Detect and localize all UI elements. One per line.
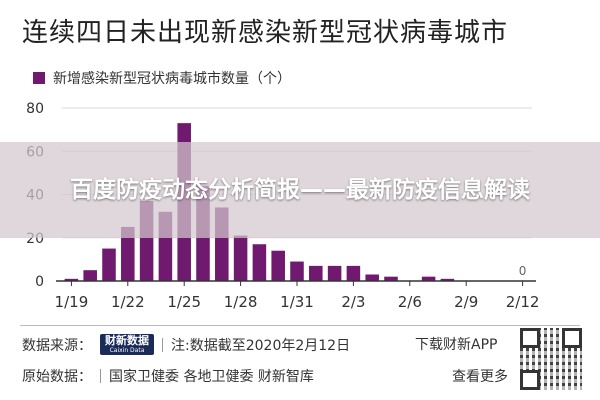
y-tick-label: 80 [26, 101, 44, 117]
separator [100, 369, 101, 383]
legend-label: 新增感染新型冠状病毒城市数量（个） [53, 71, 291, 87]
separator [162, 337, 163, 352]
data-note: 注:数据截至2020年2月12日 [171, 337, 351, 354]
caixin-logo: 财新数据 Caixin Data [100, 334, 154, 355]
bar-2/8 [440, 278, 455, 281]
bar-2/2 [327, 265, 342, 281]
bar-2/7 [421, 276, 436, 281]
download-app-link[interactable]: 下载财新APP [415, 337, 498, 353]
x-tick-label: 2/6 [398, 293, 422, 311]
banner-text: 百度防疫动态分析简报——最新防疫信息解读 [70, 177, 530, 203]
bar-1/29 [252, 244, 267, 281]
bar-1/19 [64, 278, 79, 281]
raw-sources: 国家卫健委 各地卫健委 财新智库 [109, 369, 314, 385]
legend-swatch [33, 72, 45, 84]
bar-1/28 [233, 235, 248, 281]
legend: 新增感染新型冠状病毒城市数量（个） [33, 68, 291, 88]
brand-name: 财新数据 [105, 334, 149, 347]
y-tick-label: 0 [35, 274, 44, 290]
bar-1/22 [121, 226, 135, 281]
bar-1/30 [271, 250, 285, 281]
bar-2/3 [346, 265, 361, 281]
chart-title: 连续四日未出现新感染新型冠状病毒城市 [22, 18, 509, 48]
brand-sub: Caixin Data [109, 347, 145, 354]
x-tick-label: 1/19 [55, 293, 89, 311]
x-tick-label: 2/12 [506, 293, 540, 311]
source-row: 数据来源： 财新数据 Caixin Data 注:数据截至2020年2月12日 [22, 334, 350, 355]
x-tick-label: 1/22 [111, 293, 145, 311]
x-tick-label: 1/25 [167, 293, 201, 311]
bar-1/21 [102, 248, 116, 281]
x-tick-label: 2/9 [454, 293, 478, 311]
qr-code[interactable] [520, 328, 582, 390]
raw-label: 原始数据： [22, 369, 92, 385]
data-label: 0 [519, 264, 527, 278]
banner-overlay: 百度防疫动态分析简报——最新防疫信息解读 [0, 142, 600, 238]
bar-2/1 [309, 265, 323, 281]
source-label: 数据来源： [22, 337, 92, 354]
footer-divider [20, 325, 580, 326]
x-tick-label: 1/31 [280, 293, 314, 311]
bar-1/20 [83, 270, 97, 281]
view-more-link[interactable]: 查看更多 [452, 369, 508, 385]
bar-2/4 [365, 274, 379, 281]
x-tick-label: 2/3 [341, 293, 365, 311]
bar-2/5 [384, 276, 398, 281]
raw-source-row: 原始数据： 国家卫健委 各地卫健委 财新智库 [22, 366, 314, 386]
bar-1/31 [290, 261, 304, 281]
x-tick-label: 1/28 [224, 293, 258, 311]
